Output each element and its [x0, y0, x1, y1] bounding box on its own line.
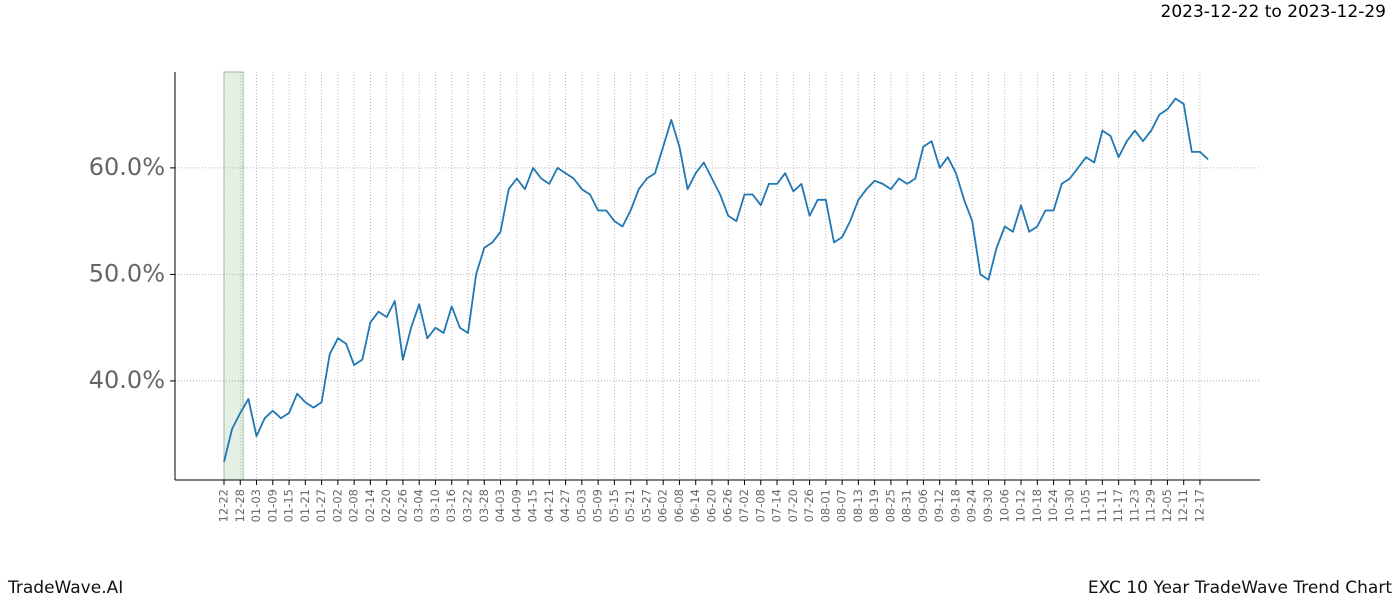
x-tick-label: 04-27: [558, 489, 572, 522]
x-tick-label: 10-18: [1030, 489, 1044, 522]
x-tick-label: 03-16: [444, 489, 458, 522]
x-tick-label: 06-20: [704, 489, 718, 522]
x-tick-label: 03-22: [460, 489, 474, 522]
x-tick-label: 11-05: [1079, 489, 1093, 522]
x-tick-label: 08-07: [835, 489, 849, 522]
x-tick-label: 02-08: [347, 489, 361, 522]
x-tick-label: 04-03: [493, 489, 507, 522]
x-tick-label: 10-30: [1062, 489, 1076, 522]
x-tick-label: 01-15: [282, 489, 296, 522]
date-range: 2023-12-22 to 2023-12-29: [1161, 2, 1386, 22]
x-tick-label: 05-15: [607, 489, 621, 522]
x-tick-label: 09-12: [932, 489, 946, 522]
x-tick-label: 09-18: [948, 489, 962, 522]
x-tick-label: 01-09: [265, 489, 279, 522]
x-tick-label: 08-01: [818, 489, 832, 522]
chart-title: EXC 10 Year TradeWave Trend Chart: [1088, 578, 1392, 598]
x-tick-label: 11-29: [1144, 489, 1158, 522]
x-tick-label: 01-27: [314, 489, 328, 522]
x-tick-label: 08-19: [867, 489, 881, 522]
x-tick-label: 07-14: [770, 489, 784, 522]
x-tick-label: 09-30: [981, 489, 995, 522]
x-tick-label: 04-15: [526, 489, 540, 522]
x-tick-label: 12-05: [1160, 489, 1174, 522]
x-tick-label: 05-21: [623, 489, 637, 522]
x-tick-label: 07-08: [753, 489, 767, 522]
x-tick-label: 03-04: [412, 489, 426, 522]
x-tick-label: 06-02: [656, 489, 670, 522]
x-tick-label: 05-09: [591, 489, 605, 522]
x-tick-label: 12-28: [233, 489, 247, 522]
y-tick-label: 50.0%: [89, 259, 165, 287]
x-tick-label: 03-28: [477, 489, 491, 522]
trend-line: [223, 97, 1209, 463]
x-tick-label: 01-03: [249, 489, 263, 522]
x-tick-label: 11-23: [1127, 489, 1141, 522]
x-tick-label: 10-12: [1014, 489, 1028, 522]
x-tick-label: 08-25: [883, 489, 897, 522]
x-tick-label: 06-08: [672, 489, 686, 522]
x-tick-label: 12-22: [217, 489, 231, 522]
x-tick-label: 10-06: [997, 489, 1011, 522]
brand: TradeWave.AI: [7, 578, 123, 598]
y-tick-label: 60.0%: [89, 153, 165, 181]
x-tick-label: 12-17: [1192, 489, 1206, 522]
x-tick-label: 01-21: [298, 489, 312, 522]
x-tick-label: 09-24: [965, 489, 979, 522]
x-tick-label: 03-10: [428, 489, 442, 522]
x-tick-label: 12-11: [1176, 489, 1190, 522]
x-tick-label: 05-03: [574, 489, 588, 522]
x-tick-label: 04-21: [542, 489, 556, 522]
x-tick-label: 11-11: [1095, 489, 1109, 522]
x-tick-label: 04-09: [509, 489, 523, 522]
x-tick-label: 09-06: [916, 489, 930, 522]
x-tick-label: 07-02: [737, 489, 751, 522]
x-tick-label: 02-02: [330, 489, 344, 522]
x-tick-label: 06-26: [721, 489, 735, 522]
y-tick-label: 40.0%: [89, 366, 165, 394]
x-tick-label: 07-26: [802, 489, 816, 522]
x-tick-label: 02-20: [379, 489, 393, 522]
x-tick-label: 11-17: [1111, 489, 1125, 522]
x-tick-label: 02-14: [363, 489, 377, 522]
x-tick-label: 08-31: [900, 489, 914, 522]
x-tick-label: 05-27: [639, 489, 653, 522]
x-tick-label: 10-24: [1046, 489, 1060, 522]
x-tick-label: 06-14: [688, 489, 702, 522]
x-tick-label: 08-13: [851, 489, 865, 522]
x-tick-label: 02-26: [395, 489, 409, 522]
x-tick-label: 07-20: [786, 489, 800, 522]
